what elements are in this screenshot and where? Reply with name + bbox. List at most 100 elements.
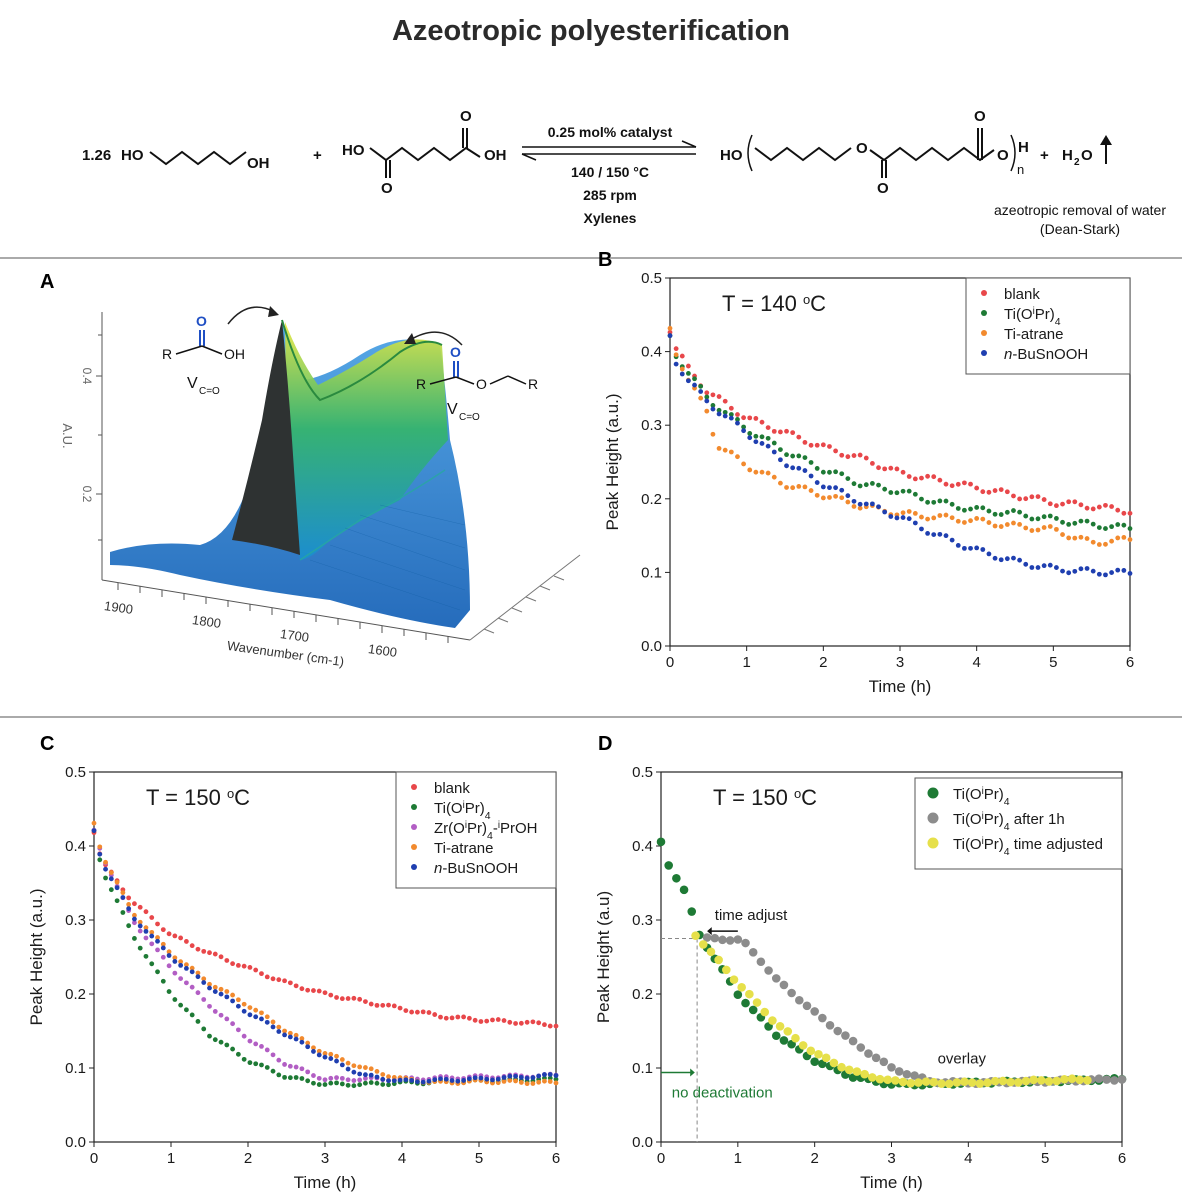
data-point [1041,525,1047,530]
data-point [143,953,149,959]
data-point [490,1017,495,1023]
data-point [937,498,943,504]
x-tick-label: 5 [475,1150,483,1167]
data-point [224,1042,230,1048]
panel-a-y-ticks [96,334,102,541]
data-point [992,488,998,493]
data-point [316,1082,322,1087]
data-point [919,514,924,520]
data-point [710,933,720,943]
data-point [386,1002,391,1008]
data-point [132,912,137,918]
data-point [1006,1077,1015,1087]
data-point [415,1079,420,1085]
data-point [735,417,740,422]
data-point [967,1078,977,1087]
data-point [753,469,759,475]
data-point [247,1005,253,1011]
data-point [1021,1076,1031,1086]
x-tick-label: 6 [1126,654,1134,671]
data-point [293,1032,299,1038]
data-point [363,1072,368,1078]
data-point [796,465,802,471]
reactant1-ho: HO [121,147,144,164]
ester-rc-bond [429,376,457,385]
no-deactivation-arrow-head [690,1068,695,1077]
data-point [1121,522,1127,528]
data-point [345,1066,351,1072]
data-point [833,493,838,499]
x-tick-label: 2 [819,654,827,671]
data-point [351,1069,357,1075]
panel-c-plot: 0 1 2 3 4 5 6 0.0 0.1 0.2 0.3 0.4 0.5 Time (h) Peak He… [27,764,560,1192]
data-point [791,1033,800,1043]
data-point [311,1080,316,1086]
data-point [253,1014,259,1020]
data-point [747,467,753,473]
data-point [270,1068,276,1074]
data-point [374,1068,380,1074]
data-point [207,1033,212,1039]
data-point [155,921,160,927]
data-point [894,490,900,496]
panel-a-xtick-1800: 1800 [191,612,222,631]
data-point [195,974,201,980]
data-point [906,474,912,479]
data-point [466,1076,472,1082]
data-point [702,933,712,942]
data-point [1103,572,1108,578]
data-point [1011,520,1016,526]
data-point [195,946,201,952]
data-point [253,1061,259,1067]
data-point [864,1049,873,1058]
data-point [1115,507,1121,513]
data-point [722,413,728,419]
legend-marker [927,812,939,824]
data-point [735,412,740,417]
data-point [656,837,666,847]
data-point [501,1075,507,1080]
data-point [1084,518,1090,524]
data-point [716,394,722,399]
data-point [747,435,753,441]
data-point [553,1073,559,1078]
legend-label: Ti-atrane [1004,326,1063,343]
data-point [276,1029,282,1034]
data-point [1060,568,1065,574]
data-point [741,461,746,467]
data-point [810,1057,819,1066]
data-point [741,428,746,434]
acid-v-subscript: C=O [199,386,220,397]
data-point [1127,510,1133,516]
data-point [1096,525,1102,530]
data-point [155,947,160,953]
data-point [949,537,955,543]
x-tick-label: 6 [1118,1150,1126,1167]
data-point [357,1071,363,1077]
data-point [1109,524,1114,530]
y-tick-label: 0.0 [641,638,662,655]
data-point [230,1046,236,1052]
data-point [796,483,802,489]
data-point [990,1076,1000,1086]
data-point [201,976,207,982]
data-point [137,928,143,934]
data-point [518,1074,524,1080]
data-point [443,1015,449,1021]
data-point [747,431,753,436]
data-point [166,963,172,969]
data-point [449,1078,455,1083]
data-point [1035,516,1041,522]
data-point [980,505,986,511]
data-point [391,1078,397,1084]
y-tick-label: 0.3 [641,417,662,434]
data-point [224,994,230,1000]
reactant2-oh: OH [484,147,507,164]
data-point [851,498,857,504]
data-point [293,1064,299,1070]
y-tick-label: 0.2 [641,491,662,508]
data-point [845,493,851,499]
data-point [334,995,339,1000]
data-point [944,1079,954,1089]
data-point [178,962,184,968]
